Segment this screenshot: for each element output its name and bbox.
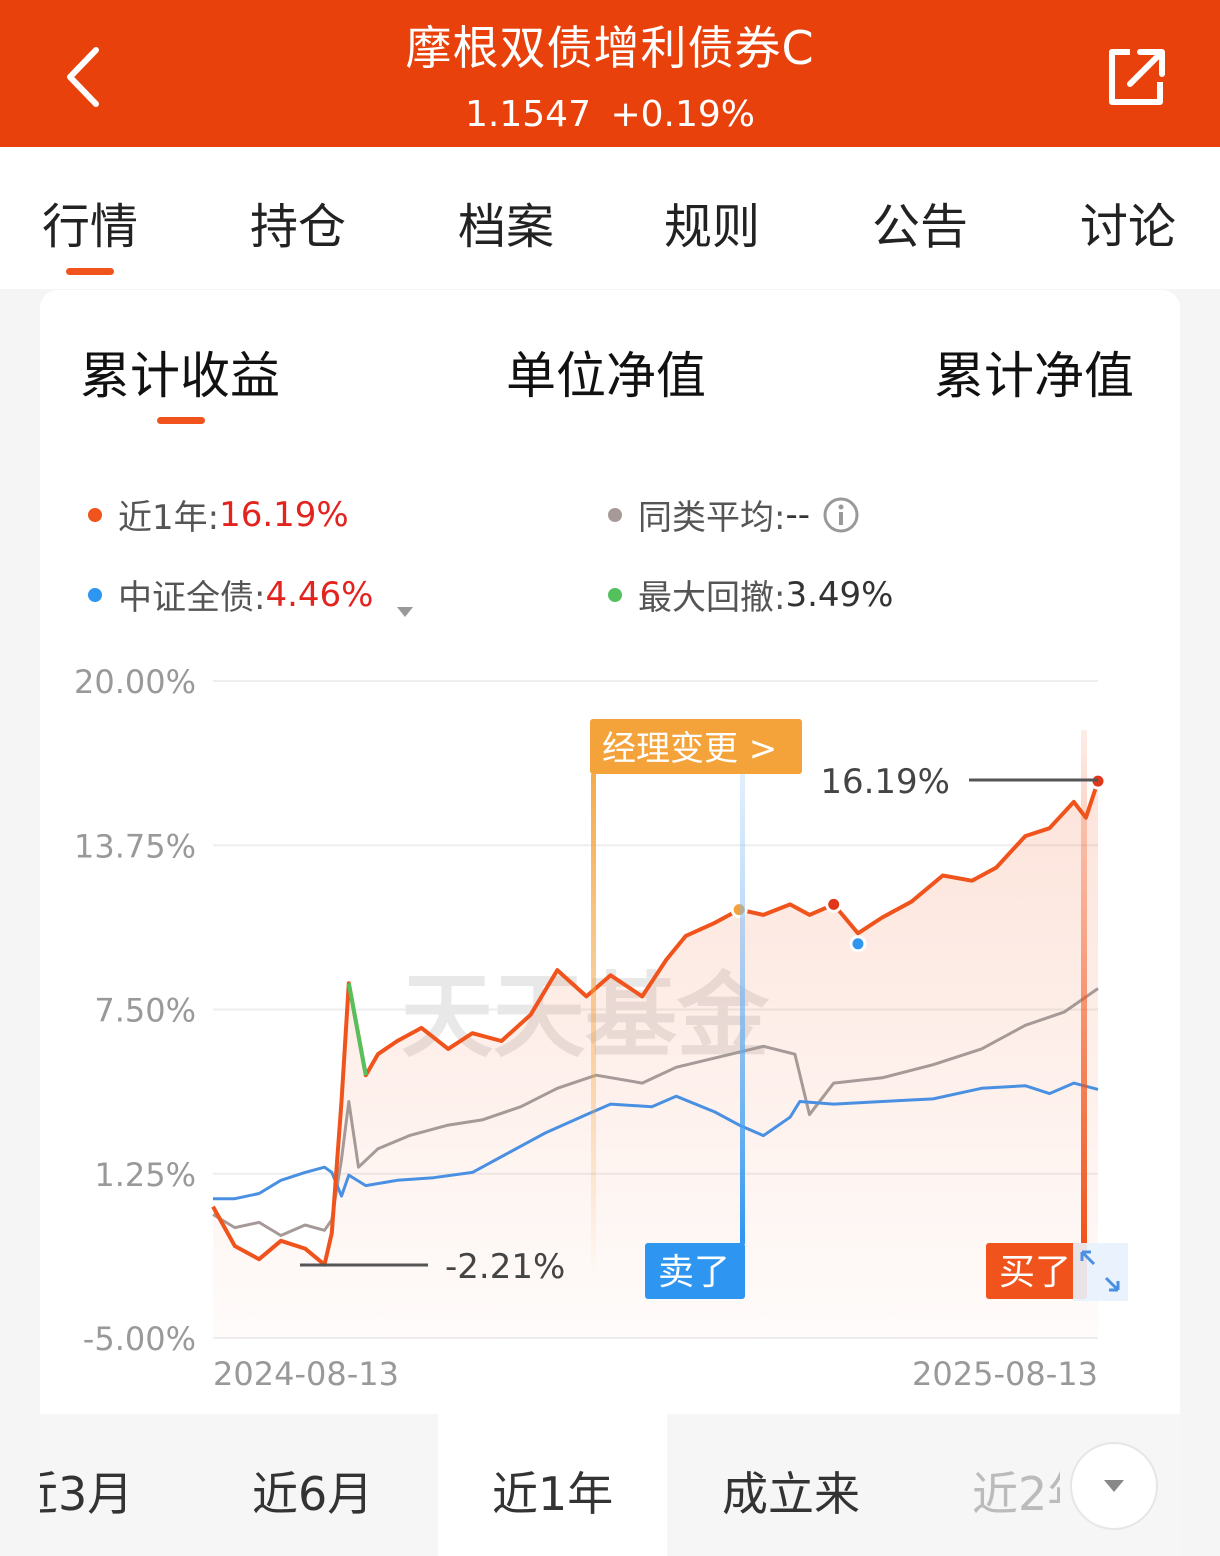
legend-peer-label: 同类平均: (638, 498, 786, 538)
period-selector: 近3月 近6月 近1年 成立来 近2年 (40, 1414, 1180, 1556)
max-drawdown-line (346, 982, 368, 1076)
info-icon[interactable] (822, 496, 860, 534)
fund-line (211, 780, 1100, 1267)
share-icon[interactable] (1100, 40, 1170, 110)
manager-change-label: 经理变更 > (602, 729, 777, 769)
legend-benchmark-value: 4.46% (265, 574, 374, 615)
benchmark-line (213, 1081, 1099, 1201)
legend-peer-value: -- (785, 494, 811, 535)
subtab-unit-nav[interactable]: 单位净值 (506, 347, 706, 405)
period-3m-clip: 近3月 (40, 1414, 140, 1556)
more-periods-button[interactable] (1070, 1442, 1158, 1530)
tab-market[interactable]: 行情 (41, 199, 138, 255)
period-2y[interactable]: 近2年 (972, 1467, 1060, 1521)
period-1y[interactable]: 近1年 (492, 1467, 614, 1521)
legend-fund-value: 16.19% (219, 494, 349, 535)
active-subtab-indicator (157, 417, 205, 424)
buy-line (1081, 730, 1087, 1244)
y-tick-label: -5.00% (83, 1320, 196, 1358)
sell-line (740, 774, 745, 1244)
min-value-label: -2.21% (445, 1247, 565, 1287)
active-tab-indicator (66, 268, 114, 275)
x-axis-ticks: 2024-08-13 2025-08-13 (213, 1355, 1098, 1393)
end-value-label: 16.19% (820, 762, 950, 802)
manager-change-tag[interactable]: 经理变更 > (590, 719, 802, 774)
y-tick-label: 1.25% (94, 1156, 196, 1194)
fund-quote: 1.1547 +0.19% (0, 94, 1220, 135)
expand-icon[interactable] (1073, 1243, 1128, 1301)
drawdown-dot (608, 587, 622, 602)
sell-point-marker (825, 895, 843, 913)
main-tabs: 行情 持仓 档案 规则 公告 讨论 (0, 147, 1220, 289)
fund-change: +0.19% (610, 94, 755, 135)
buy-tag[interactable]: 买了 (986, 1243, 1087, 1299)
period-since-inception[interactable]: 成立来 (722, 1467, 860, 1521)
y-tick-label: 13.75% (74, 827, 196, 865)
legend-benchmark[interactable]: 中证全债: 4.46% (88, 570, 415, 619)
benchmark-dot (88, 587, 102, 602)
tab-profile[interactable]: 档案 (457, 199, 554, 255)
legend-peer: 同类平均: -- (608, 490, 860, 539)
sell-label: 卖了 (658, 1252, 730, 1293)
legend-drawdown-label: 最大回撤: (638, 578, 786, 618)
sell-marker (849, 935, 867, 953)
legend-fund: 近1年: 16.19% (88, 490, 349, 539)
tab-holdings[interactable]: 持仓 (249, 199, 346, 255)
legend-drawdown-value: 3.49% (785, 574, 894, 615)
y-axis-ticks: 20.00% 13.75% 7.50% 1.25% -5.00% (74, 663, 196, 1358)
back-arrow-icon[interactable] (58, 42, 118, 112)
peer-average-line (212, 987, 1099, 1237)
y-tick-label: 20.00% (74, 663, 196, 701)
buy-label: 买了 (999, 1252, 1071, 1293)
period-3m[interactable]: 近3月 (40, 1467, 134, 1521)
fund-nav: 1.1547 (465, 94, 591, 135)
x-tick-label: 2025-08-13 (912, 1355, 1098, 1393)
x-tick-label: 2024-08-13 (213, 1355, 399, 1393)
sell-tag[interactable]: 卖了 (645, 1243, 745, 1299)
peer-dot (608, 507, 622, 522)
legend-benchmark-label: 中证全债: (118, 578, 266, 618)
period-bg-left (40, 1414, 438, 1556)
legend-fund-label: 近1年: (118, 498, 220, 538)
tab-announcements[interactable]: 公告 (871, 199, 968, 255)
fund-area (213, 781, 1098, 1338)
period-6m[interactable]: 近6月 (252, 1467, 374, 1521)
subtab-cumulative-return[interactable]: 累计收益 (80, 347, 280, 405)
tab-discussion[interactable]: 讨论 (1079, 199, 1176, 255)
chevron-down-icon (1104, 1480, 1124, 1492)
manager-change-line (591, 774, 596, 1279)
tab-rules[interactable]: 规则 (663, 199, 760, 255)
legend-max-drawdown: 最大回撤: 3.49% (608, 570, 893, 619)
y-tick-label: 7.50% (94, 992, 196, 1030)
fund-title: 摩根双债增利债券C (405, 21, 815, 75)
subtab-cumulative-nav[interactable]: 累计净值 (934, 347, 1134, 405)
return-chart[interactable]: 20.00%13.75%7.50%1.25%-5.00% 天天基金 2024-0… (0, 0, 1220, 1414)
app-header: 摩根双债增利债券C 1.1547 +0.19% (0, 0, 1220, 147)
dropdown-triangle-icon[interactable] (395, 588, 415, 617)
fund-dot (88, 507, 102, 522)
